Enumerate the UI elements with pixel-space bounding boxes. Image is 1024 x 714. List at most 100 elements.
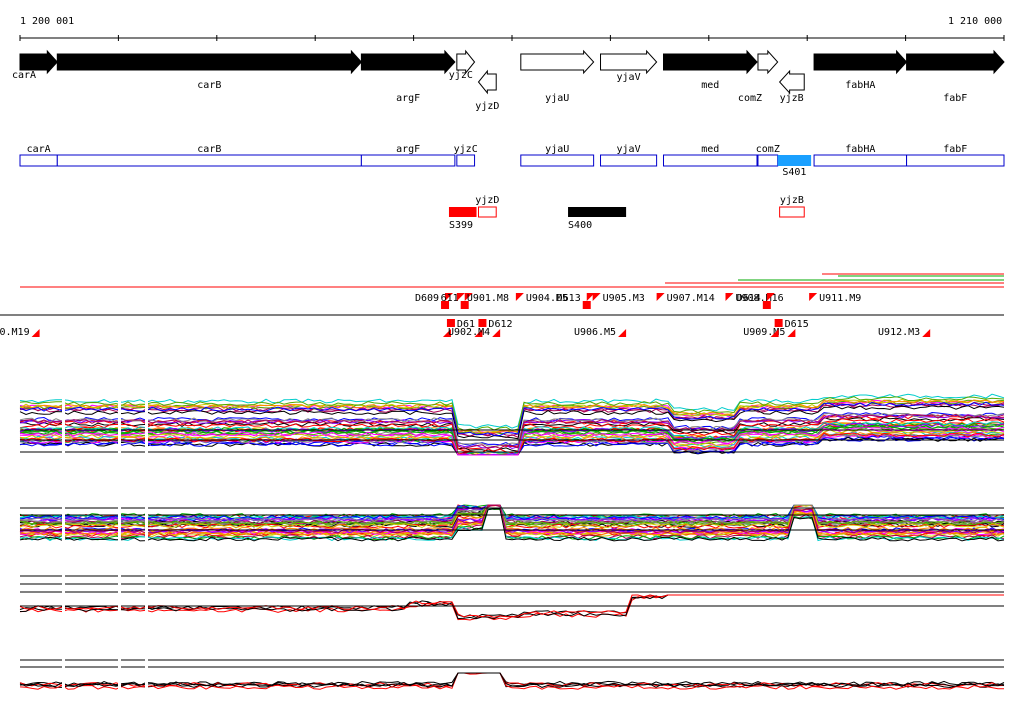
segment-label-D612: D612: [488, 319, 512, 330]
segment-label-D615: D615: [785, 319, 809, 330]
gene-arrow-yjzC[interactable]: [456, 49, 476, 75]
expression-track-2: [19, 504, 1005, 542]
gene-arrow-yjaU[interactable]: [520, 49, 595, 75]
gene-box-label-yjzD: yjzD: [475, 195, 499, 206]
segment-marker-611[interactable]: [464, 293, 473, 301]
expression-trace: [19, 504, 1005, 529]
gene-label-yjzB: yjzB: [780, 93, 804, 104]
segment-marker-U907.M14[interactable]: [656, 293, 665, 301]
segment-marker-D612[interactable]: [474, 329, 483, 337]
segment-marker-D614[interactable]: [766, 293, 775, 301]
segment-marker-U905.M3[interactable]: [592, 293, 601, 301]
gene-box-S401[interactable]: [777, 155, 812, 166]
segment-block-D61: [446, 319, 455, 327]
ncrna-S399[interactable]: [448, 207, 477, 217]
segment-marker-U909.M5[interactable]: [787, 329, 796, 337]
gene-box-argF[interactable]: [360, 154, 456, 167]
gene-arrow-carB[interactable]: [56, 49, 363, 75]
gene-box-yjzC[interactable]: [456, 154, 476, 167]
gene-box-yjaV[interactable]: [600, 154, 658, 167]
gene-arrow-argF[interactable]: [360, 49, 456, 75]
ruler-end-label: 1 210 000: [948, 16, 1002, 27]
segment-label-U902.M4: U902.M4: [448, 327, 490, 338]
expression-track-1: [19, 393, 1005, 456]
ruler-ticks: [19, 35, 1005, 41]
segment-block-D609: [441, 301, 450, 309]
gene-arrow-yjzD[interactable]: [477, 69, 497, 95]
coordinate-ruler: 1 200 001 1 210 000: [19, 16, 1005, 41]
gene-arrow-fabF[interactable]: [906, 49, 1005, 75]
segment-block-D614: [762, 301, 771, 309]
segment-label-D609: D609: [415, 293, 439, 304]
gene-box-yjaU[interactable]: [520, 154, 595, 167]
expression-profile-tracks: [19, 393, 1005, 695]
segment-marker-D609[interactable]: [445, 293, 454, 301]
expression-trace: [19, 594, 1004, 618]
gene-label-comZ: comZ: [738, 93, 762, 104]
gene-box-fabHA[interactable]: [813, 154, 908, 167]
segment-block-D612: [478, 319, 487, 327]
segment-marker-D615[interactable]: [770, 329, 779, 337]
ncrna-S400[interactable]: [568, 207, 627, 217]
gene-arrow-fabHA[interactable]: [813, 49, 908, 75]
gene-box-fabF[interactable]: [906, 154, 1005, 167]
data-gap: [62, 395, 65, 695]
ncrna-label-S399: S399: [449, 220, 473, 231]
segment-marker-U902.M4[interactable]: [492, 329, 501, 337]
segment-label-U905.M3: U905.M3: [603, 293, 645, 304]
segment-label-U912.M3: U912.M3: [878, 327, 920, 338]
gene-arrow-yjaV[interactable]: [600, 49, 658, 75]
gene-box-label-med: med: [701, 144, 719, 155]
segment-label-U908.M16: U908.M16: [736, 293, 784, 304]
data-gap: [145, 395, 148, 695]
gene-arrow-track: carA carB argF yjzC yjzD yjaU yjaV med comZ yjzB f…: [12, 49, 1005, 112]
gene-label-carA: carA: [12, 70, 36, 81]
expression-trace: [19, 418, 1005, 454]
expression-trace: [19, 396, 1005, 432]
expression-track-3: [19, 575, 1004, 621]
expression-trace: [19, 504, 1005, 526]
gene-arrow-carA[interactable]: [19, 49, 58, 75]
segment-label-U901.M8: U901.M8: [467, 293, 509, 304]
segment-block-D615: [774, 319, 783, 327]
segment-marker-U901.M8[interactable]: [456, 293, 465, 301]
segment-block-D613: [582, 301, 591, 309]
expression-trace: [19, 507, 1005, 542]
expression-trace: [19, 508, 1005, 542]
segment-marker-U908.M16[interactable]: [725, 293, 734, 301]
gene-box-track: carA carB argF yjzC yjaU yjaV med comZ S401 fabHA…: [19, 144, 1005, 218]
expression-trace: [19, 421, 1005, 456]
segment-marker-U900.M19[interactable]: [31, 329, 40, 337]
segment-marker-U904.M5[interactable]: [515, 293, 524, 301]
expression-trace: [19, 393, 1005, 429]
gene-box-label-carB: carB: [197, 144, 221, 155]
gene-box-yjzB[interactable]: [779, 206, 805, 218]
gene-label-yjaV: yjaV: [617, 72, 641, 83]
gene-box-yjzD[interactable]: [477, 206, 497, 218]
gene-box-label-fabF: fabF: [943, 144, 967, 155]
segment-marker-D61[interactable]: [442, 329, 451, 337]
gene-box-comZ[interactable]: [757, 154, 779, 167]
gene-arrow-comZ[interactable]: [757, 49, 779, 75]
gene-arrow-yjzB[interactable]: [778, 69, 805, 95]
gene-box-med[interactable]: [663, 154, 758, 167]
gene-box-label-S401: S401: [782, 167, 806, 178]
segment-marker-U906.M5[interactable]: [618, 329, 627, 337]
gene-label-yjzC: yjzC: [449, 70, 473, 81]
gene-box-carB[interactable]: [56, 154, 362, 167]
gene-box-label-fabHA: fabHA: [845, 144, 875, 155]
expression-track-4: [19, 659, 1005, 690]
segment-marker-U912.M3[interactable]: [922, 329, 931, 337]
expression-trace: [19, 672, 1005, 686]
expression-trace: [19, 507, 1005, 541]
gene-box-label-carA: carA: [27, 144, 51, 155]
gene-box-carA[interactable]: [19, 154, 58, 167]
segment-marker-U911.M9[interactable]: [809, 293, 818, 301]
expression-trace: [19, 399, 1005, 434]
gene-box-label-yjzB: yjzB: [780, 195, 804, 206]
gene-arrow-med[interactable]: [663, 49, 758, 75]
segment-label-U907.M14: U907.M14: [667, 293, 715, 304]
ruler-start-label: 1 200 001: [20, 16, 74, 27]
